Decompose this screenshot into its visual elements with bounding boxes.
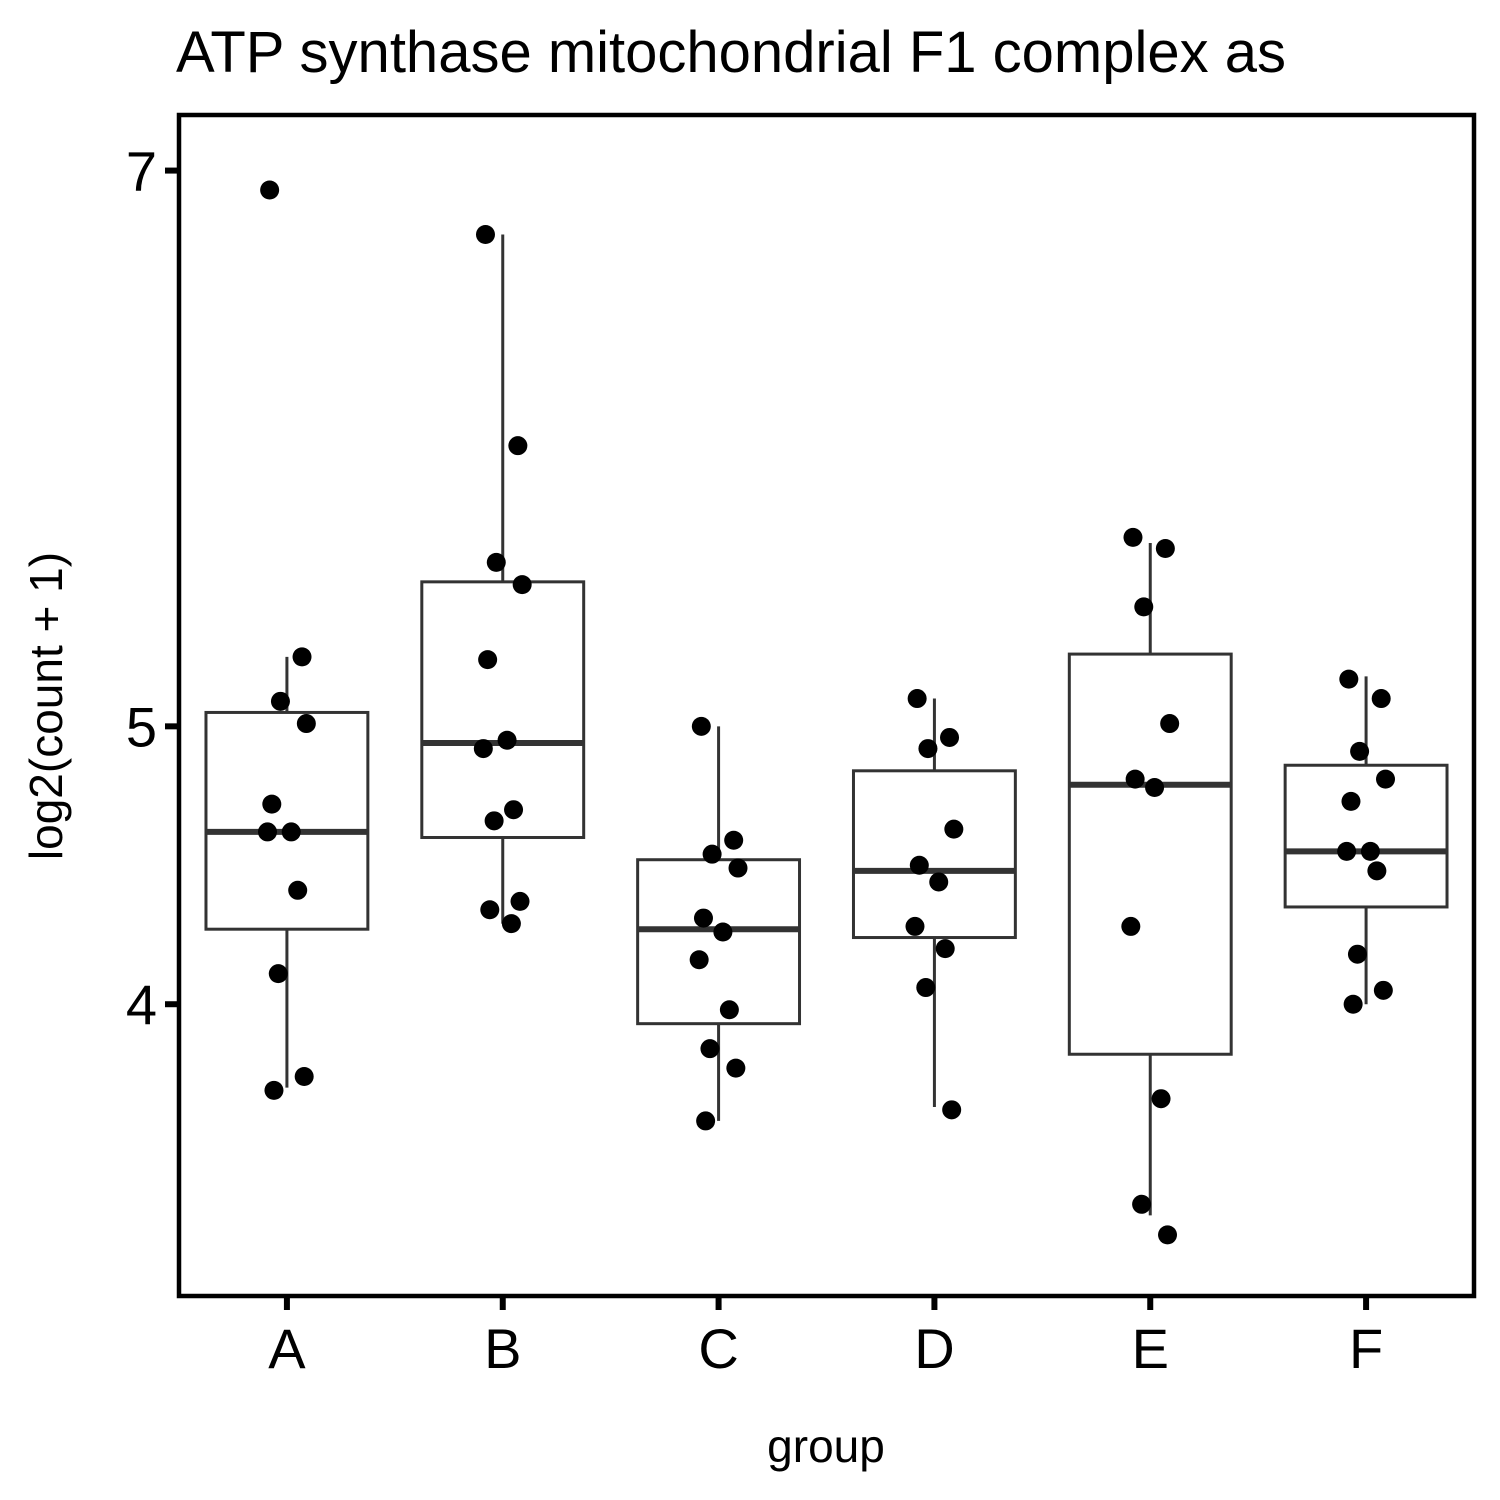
data-point — [1376, 769, 1396, 789]
points-group-d — [905, 689, 964, 1120]
data-point — [726, 1058, 746, 1078]
data-point — [689, 950, 709, 970]
data-point — [1347, 944, 1367, 964]
box-iqr — [851, 769, 1017, 940]
data-point — [257, 822, 277, 842]
data-point — [512, 575, 532, 595]
data-point — [929, 872, 949, 892]
data-point — [918, 739, 938, 759]
data-point — [944, 819, 964, 839]
data-point — [719, 1000, 739, 1020]
box-group-d — [851, 698, 1017, 1108]
x-tick-label: B — [484, 1317, 521, 1380]
data-point — [294, 1066, 314, 1086]
data-point — [1155, 538, 1175, 558]
x-axis: A B C D E F — [268, 1296, 1383, 1380]
data-point — [497, 730, 517, 750]
plot-frame — [176, 112, 1477, 1299]
data-point — [1350, 741, 1370, 761]
data-point — [1341, 791, 1361, 811]
points-group-b — [473, 224, 532, 934]
data-point — [1343, 994, 1363, 1014]
points-group-f — [1337, 669, 1396, 1014]
data-point — [1125, 769, 1145, 789]
data-point — [1145, 777, 1165, 797]
data-point — [264, 1080, 284, 1100]
data-point — [1371, 689, 1391, 709]
box-group-b — [420, 234, 586, 924]
data-point — [510, 891, 530, 911]
data-point — [916, 978, 936, 998]
box-group-c — [636, 726, 802, 1121]
data-point — [296, 714, 316, 734]
data-point — [1121, 916, 1141, 936]
box-iqr — [1283, 763, 1449, 909]
y-tick-label: 7 — [126, 140, 157, 203]
data-point — [1123, 527, 1143, 547]
data-point — [700, 1039, 720, 1059]
data-point — [696, 1111, 716, 1131]
data-point — [942, 1100, 962, 1120]
x-tick-label: C — [698, 1317, 738, 1380]
data-point — [288, 880, 308, 900]
data-point — [480, 900, 500, 920]
data-point — [1134, 597, 1154, 617]
data-point — [1373, 980, 1393, 1000]
box-iqr — [204, 710, 370, 931]
box-iqr — [636, 858, 802, 1026]
data-point — [909, 855, 929, 875]
chart-title: ATP synthase mitochondrial F1 complex as — [176, 20, 1286, 85]
data-point — [905, 916, 925, 936]
data-point — [1132, 1194, 1152, 1214]
data-point — [1160, 714, 1180, 734]
data-point — [724, 830, 744, 850]
data-point — [940, 727, 960, 747]
data-point — [292, 647, 312, 667]
data-point — [270, 691, 290, 711]
data-point — [478, 650, 498, 670]
data-point — [1339, 669, 1359, 689]
box-group-e — [1067, 542, 1233, 1216]
data-point — [907, 689, 927, 709]
plot-area — [204, 180, 1449, 1245]
y-tick-label: 4 — [126, 973, 157, 1036]
data-point — [1367, 861, 1387, 881]
data-point — [728, 858, 748, 878]
y-tick-label: 5 — [126, 695, 157, 758]
data-point — [702, 844, 722, 864]
data-point — [484, 811, 504, 831]
points-group-e — [1121, 527, 1180, 1245]
x-tick-label: D — [914, 1317, 954, 1380]
data-point — [501, 914, 521, 934]
x-tick-label: A — [268, 1317, 306, 1380]
data-point — [693, 908, 713, 928]
data-point — [262, 794, 282, 814]
data-point — [486, 552, 506, 572]
y-axis-title: log2(count + 1) — [20, 552, 72, 860]
data-point — [260, 180, 280, 200]
data-point — [473, 739, 493, 759]
data-point — [691, 716, 711, 736]
box-group-a — [204, 656, 370, 1088]
x-axis-title: group — [767, 1420, 885, 1472]
data-point — [504, 800, 524, 820]
points-group-c — [689, 716, 748, 1131]
data-point — [935, 939, 955, 959]
data-point — [475, 224, 495, 244]
x-tick-label: E — [1132, 1317, 1169, 1380]
box-iqr — [1067, 652, 1233, 1056]
data-point — [713, 922, 733, 942]
data-point — [268, 964, 288, 984]
data-point — [281, 822, 301, 842]
data-point — [1151, 1089, 1171, 1109]
data-point — [1158, 1225, 1178, 1245]
data-point — [508, 436, 528, 456]
data-point — [1337, 841, 1357, 861]
box-iqr — [420, 580, 586, 839]
y-axis: 4 5 7 — [126, 140, 179, 1036]
data-point — [1360, 841, 1380, 861]
x-tick-label: F — [1349, 1317, 1383, 1380]
points-group-a — [257, 180, 316, 1100]
